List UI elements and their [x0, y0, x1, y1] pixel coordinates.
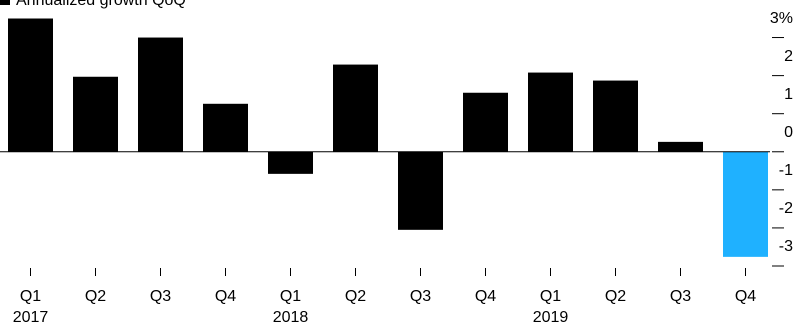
x-tick-label: Q3 [150, 288, 171, 305]
bar [528, 72, 573, 152]
bar [723, 151, 768, 257]
x-tick-label: Q3 [670, 288, 691, 305]
bar [268, 151, 313, 174]
x-tick-label: Q4 [215, 288, 236, 305]
y-tick-label: -1 [779, 162, 793, 179]
x-tick-label: Q1 [280, 288, 301, 305]
bar [138, 37, 183, 152]
x-tick-label: Q1 [540, 288, 561, 305]
x-tick-label: Q1 [20, 288, 41, 305]
x-tick-label: Q2 [85, 288, 106, 305]
x-tick-label: Q4 [735, 288, 756, 305]
x-group-label: 2017 [13, 309, 49, 325]
y-tick-label: -3 [779, 238, 793, 255]
bar [593, 80, 638, 152]
x-tick-label: Q3 [410, 288, 431, 305]
y-tick-label: 0 [784, 124, 793, 141]
bar [8, 18, 53, 152]
x-group-label: 2018 [273, 309, 309, 325]
y-tick-label: -2 [779, 200, 793, 217]
legend-label: Annualized growth QoQ [16, 0, 186, 9]
bar [333, 64, 378, 152]
x-group-label: 2019 [533, 309, 569, 325]
bar [658, 141, 703, 152]
bar [398, 151, 443, 230]
bar [463, 92, 508, 152]
y-tick-label: 1 [784, 86, 793, 103]
x-tick-label: Q2 [605, 288, 626, 305]
y-tick-label: 3% [770, 10, 793, 27]
legend-swatch [0, 0, 10, 5]
y-tick-label: 2 [784, 48, 793, 65]
x-tick-label: Q2 [345, 288, 366, 305]
bar [203, 103, 248, 152]
x-tick-label: Q4 [475, 288, 496, 305]
bar [73, 76, 118, 152]
